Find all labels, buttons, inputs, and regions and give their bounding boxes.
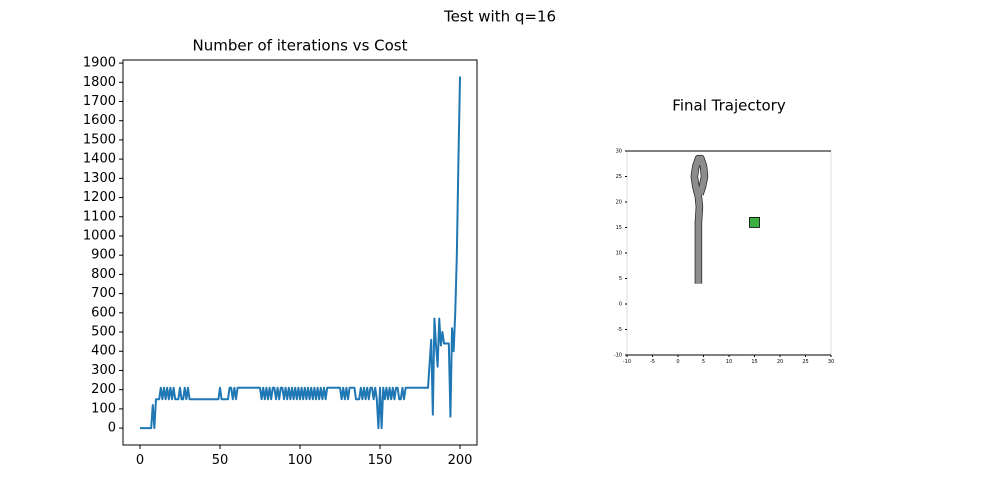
- x-tick-label: 10: [726, 359, 732, 365]
- y-tick-label: 1900: [83, 56, 116, 71]
- y-tick-label: 200: [91, 382, 116, 397]
- y-tick-label: 0: [619, 302, 622, 308]
- y-tick-label: 1300: [83, 171, 116, 186]
- x-tick-label: 0: [676, 359, 679, 365]
- target-marker: [749, 216, 760, 228]
- x-tick-label: 25: [802, 359, 808, 365]
- y-tick-label: 100: [91, 401, 116, 416]
- y-tick-label: 900: [91, 248, 116, 263]
- y-tick-label: 300: [91, 363, 116, 378]
- x-tick-label: 150: [368, 453, 393, 468]
- trajectory: [691, 155, 708, 284]
- y-tick-label: 15: [616, 225, 622, 231]
- y-tick-label: 1500: [83, 132, 116, 147]
- x-tick-label: 20: [777, 359, 783, 365]
- y-tick-label: 10: [616, 251, 622, 257]
- x-tick-label: -10: [623, 359, 631, 365]
- y-tick-label: 1100: [83, 209, 116, 224]
- y-tick-label: 400: [91, 344, 116, 359]
- y-tick-label: 25: [616, 174, 622, 180]
- y-tick-label: 700: [91, 286, 116, 301]
- x-tick-label: 30: [828, 359, 834, 365]
- y-tick-label: 1200: [83, 190, 116, 205]
- chart-title: Number of iterations vs Cost: [192, 37, 407, 55]
- x-tick-label: 50: [212, 453, 229, 468]
- y-tick-label: 500: [91, 325, 116, 340]
- y-tick-label: 800: [91, 267, 116, 282]
- y-tick-label: 1400: [83, 152, 116, 167]
- figure-title: Test with q=16: [443, 8, 556, 26]
- x-tick-label: 5: [702, 359, 705, 365]
- y-tick-label: 600: [91, 305, 116, 320]
- y-tick-label: 0: [108, 421, 116, 436]
- x-tick-label: 200: [448, 453, 473, 468]
- y-tick-label: 1600: [83, 113, 116, 128]
- x-tick-label: 0: [136, 453, 144, 468]
- y-tick-label: 1000: [83, 228, 116, 243]
- chart-title: Final Trajectory: [672, 97, 786, 115]
- y-tick-label: 1700: [83, 94, 116, 109]
- y-tick-label: -5: [617, 327, 622, 333]
- y-tick-label: 20: [616, 200, 622, 206]
- plot-frame: [626, 150, 832, 356]
- x-tick-label: 100: [288, 453, 313, 468]
- y-tick-label: 1800: [83, 75, 116, 90]
- cost-line: [139, 76, 462, 430]
- y-tick-label: 30: [616, 149, 622, 155]
- y-tick-label: 5: [619, 276, 622, 282]
- x-tick-label: -5: [650, 359, 655, 365]
- x-tick-label: 15: [751, 359, 757, 365]
- y-tick-label: -10: [614, 353, 622, 359]
